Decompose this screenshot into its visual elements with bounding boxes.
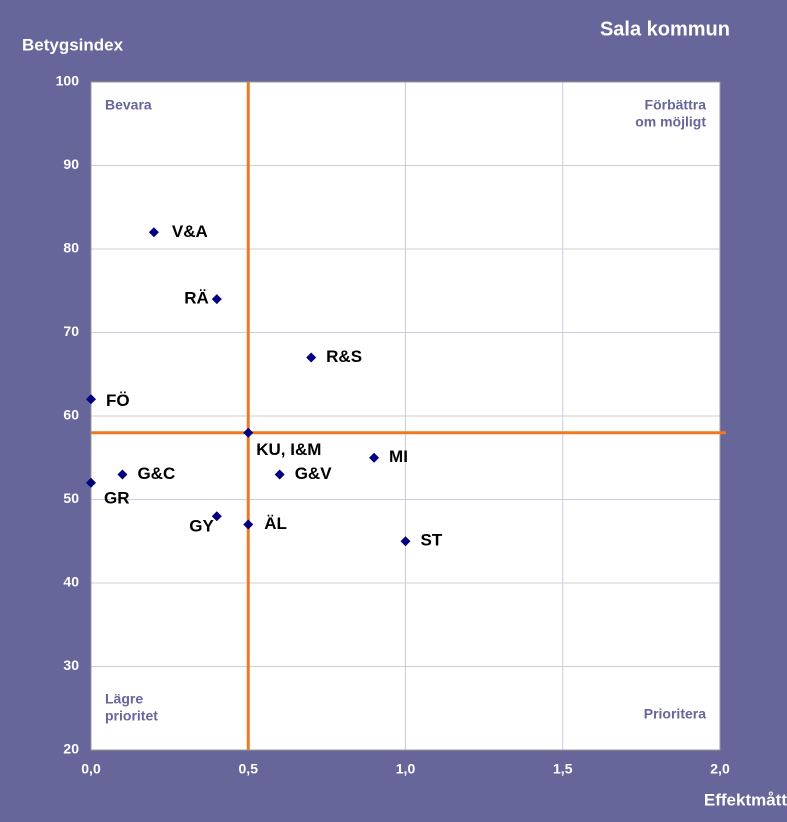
point-label: R&S <box>326 347 362 366</box>
point <box>148 227 159 238</box>
point <box>117 469 128 480</box>
point-label: GY <box>189 517 214 536</box>
point <box>369 452 380 463</box>
y-tick-label: 50 <box>63 490 79 506</box>
point-label: G&C <box>137 464 175 483</box>
y-tick-label: 90 <box>63 156 79 172</box>
point <box>274 469 285 480</box>
point-label: MI <box>389 447 408 466</box>
y-tick-label: 60 <box>63 407 79 423</box>
x-axis-label: Effektmått <box>704 790 787 809</box>
point-label: ÄL <box>264 514 287 533</box>
point <box>86 477 96 488</box>
y-tick-label: 40 <box>63 574 79 590</box>
point-label: V&A <box>172 222 208 241</box>
point <box>86 394 96 405</box>
quadrant-label: Förbättra <box>645 97 707 113</box>
plot-border <box>90 81 721 751</box>
chart-title: Sala kommun <box>600 18 730 40</box>
point-label: FÖ <box>106 391 130 410</box>
point <box>400 536 411 547</box>
point-label: ST <box>421 531 443 550</box>
y-tick-label: 20 <box>63 741 79 757</box>
x-tick-label: 0,0 <box>81 761 101 777</box>
point <box>306 352 317 363</box>
point <box>243 519 254 530</box>
x-tick-label: 0,5 <box>239 761 259 777</box>
point <box>211 294 222 305</box>
y-tick-label: 100 <box>56 73 80 89</box>
point-label: GR <box>104 488 130 507</box>
point-label: RÄ <box>184 289 209 308</box>
quadrant-label: Bevara <box>105 97 152 113</box>
y-tick-label: 30 <box>63 657 79 673</box>
quadrant-label: Prioritera <box>644 706 706 722</box>
quadrant-label: Lägre <box>105 691 143 707</box>
y-tick-label: 70 <box>63 323 79 339</box>
point-label: G&V <box>295 464 333 483</box>
point <box>243 427 254 438</box>
quadrant-label: om möjligt <box>635 114 706 130</box>
y-tick-label: 80 <box>63 240 79 256</box>
x-tick-label: 1,5 <box>553 761 573 777</box>
quadrant-label: prioritet <box>105 708 158 724</box>
point <box>211 511 222 522</box>
x-tick-label: 2,0 <box>710 761 730 777</box>
y-axis-label: Betygsindex <box>22 35 124 54</box>
point-label: KU, I&M <box>256 440 321 459</box>
x-tick-label: 1,0 <box>396 761 416 777</box>
